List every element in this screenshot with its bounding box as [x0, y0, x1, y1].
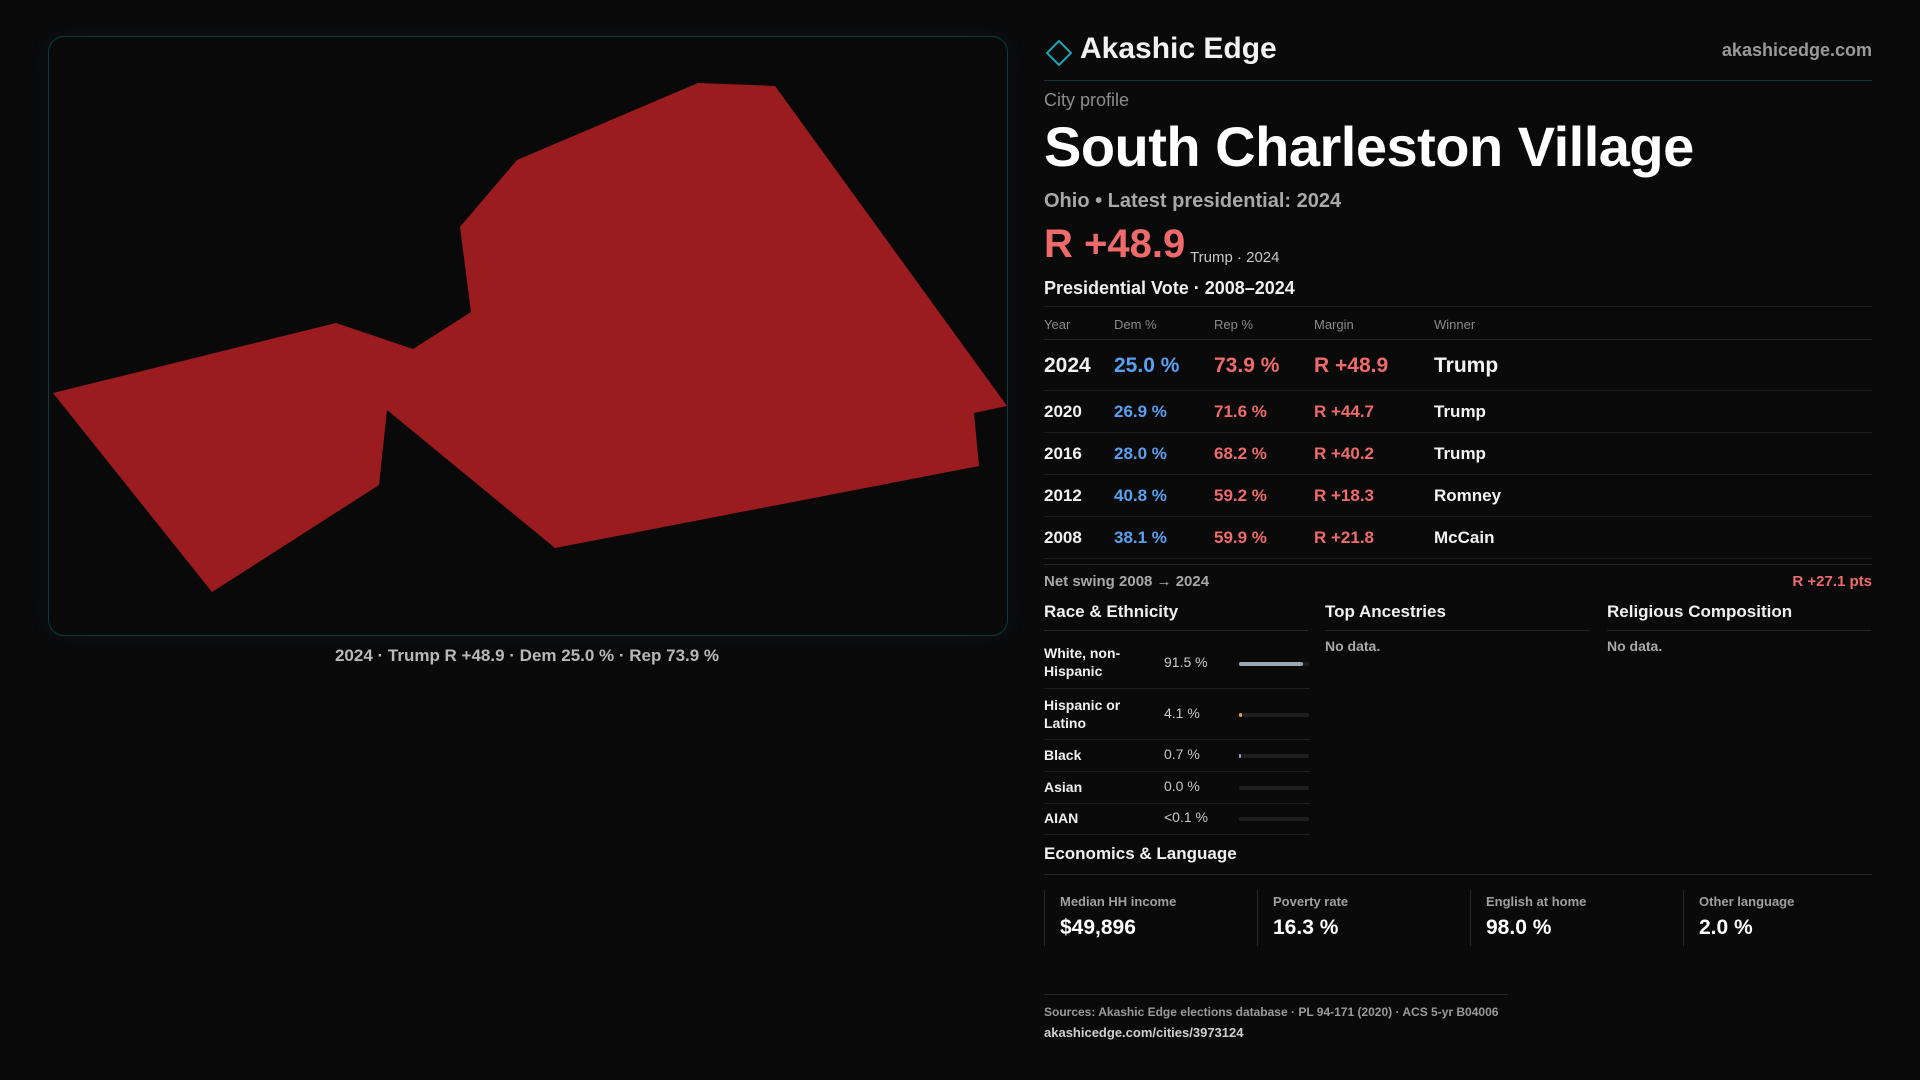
race-label: Hispanic or Latino	[1044, 697, 1121, 731]
row-winner: Trump	[1434, 444, 1486, 463]
race-bar-fill	[1239, 754, 1241, 758]
header-dem: Dem %	[1114, 317, 1157, 332]
econ-label: Other language	[1699, 894, 1795, 909]
race-value: <0.1 %	[1164, 809, 1208, 825]
row-margin: R +48.9	[1314, 354, 1389, 377]
row-rep: 68.2 %	[1214, 444, 1267, 463]
vote-table: Year Dem % Rep % Margin Winner 2024 25.0…	[1044, 306, 1872, 559]
row-winner: Trump	[1434, 402, 1486, 421]
race-bar-track	[1239, 786, 1309, 790]
row-winner: McCain	[1434, 528, 1495, 547]
brand-url[interactable]: akashicedge.com	[1721, 40, 1872, 60]
row-winner: Trump	[1434, 354, 1499, 377]
race-row: Asian 0.0 %	[1044, 772, 1310, 804]
row-dem: 38.1 %	[1114, 528, 1167, 547]
header-rep: Rep %	[1214, 317, 1254, 332]
city-boundary-map	[53, 83, 1007, 592]
latest-margin-note: Trump · 2024	[1190, 249, 1280, 266]
profile-subtitle: Ohio • Latest presidential: 2024	[1044, 190, 1342, 212]
row-dem: 25.0 %	[1114, 354, 1180, 377]
city-boundary-shape[interactable]	[53, 83, 1007, 592]
header-year: Year	[1044, 317, 1071, 332]
econ-label: Poverty rate	[1273, 894, 1349, 909]
race-title: Race & Ethnicity	[1044, 602, 1308, 631]
race-value: 4.1 %	[1164, 705, 1200, 721]
econ-card-poverty: Poverty rate 16.3 %	[1257, 890, 1462, 946]
table-row: 2016 28.0 % 68.2 % R +40.2 Trump	[1044, 433, 1872, 475]
vote-table-header: Year Dem % Rep % Margin Winner	[1044, 307, 1872, 340]
row-dem: 26.9 %	[1114, 402, 1167, 421]
ancestries-empty: No data.	[1325, 638, 1381, 654]
race-label: Asian	[1044, 779, 1083, 795]
race-row: AIAN <0.1 %	[1044, 803, 1310, 835]
economics-title: Economics & Language	[1044, 844, 1872, 875]
header-margin: Margin	[1314, 317, 1354, 332]
econ-value: 16.3 %	[1273, 916, 1339, 939]
econ-card-other-language: Other language 2.0 %	[1683, 890, 1888, 946]
row-margin: R +21.8	[1314, 528, 1375, 547]
econ-value: 98.0 %	[1486, 916, 1552, 939]
row-year: 2008	[1044, 528, 1082, 547]
sources-text: Sources: Akashic Edge elections database…	[1044, 1005, 1499, 1019]
table-row: 2012 40.8 % 59.2 % R +18.3 Romney	[1044, 475, 1872, 517]
race-value: 0.7 %	[1164, 746, 1200, 762]
religion-empty: No data.	[1607, 638, 1663, 654]
vote-table-title: Presidential Vote · 2008–2024	[1044, 278, 1295, 298]
race-row: Hispanic or Latino 4.1 %	[1044, 689, 1310, 740]
race-value: 0.0 %	[1164, 778, 1200, 794]
row-dem: 40.8 %	[1114, 486, 1167, 505]
map-panel[interactable]	[48, 36, 1008, 636]
brand-header: Akashic Edge akashicedge.com	[1044, 28, 1872, 81]
diamond-logo-icon	[1046, 40, 1072, 66]
table-row: 2020 26.9 % 71.6 % R +44.7 Trump	[1044, 391, 1872, 433]
row-margin: R +44.7	[1314, 402, 1375, 421]
ancestries-title: Top Ancestries	[1325, 602, 1589, 631]
race-bar-track	[1239, 662, 1309, 666]
race-bar-fill	[1239, 713, 1242, 717]
row-rep: 59.9 %	[1214, 528, 1267, 547]
econ-card-english: English at home 98.0 %	[1470, 890, 1675, 946]
header-winner: Winner	[1434, 317, 1476, 332]
row-margin: R +40.2	[1314, 444, 1375, 463]
net-swing-value: R +27.1 pts	[1792, 573, 1872, 590]
row-winner: Romney	[1434, 486, 1502, 505]
econ-card-income: Median HH income $49,896	[1044, 890, 1249, 946]
latest-margin: R +48.9	[1044, 222, 1186, 266]
page-url-link[interactable]: akashicedge.com/cities/3973124	[1044, 1025, 1244, 1040]
row-rep: 59.2 %	[1214, 486, 1267, 505]
row-year: 2012	[1044, 486, 1082, 505]
race-label: White, non-Hispanic	[1044, 645, 1121, 679]
profile-kicker: City profile	[1044, 90, 1130, 110]
map-caption: 2024 · Trump R +48.9 · Dem 25.0 % · Rep …	[334, 646, 720, 665]
row-year: 2020	[1044, 402, 1082, 421]
sources-footer: Sources: Akashic Edge elections database…	[1044, 994, 1508, 1040]
row-rep: 71.6 %	[1214, 402, 1267, 421]
econ-label: Median HH income	[1060, 894, 1177, 909]
race-value: 91.5 %	[1164, 654, 1208, 670]
brand-name: Akashic Edge	[1080, 32, 1277, 65]
row-margin: R +18.3	[1314, 486, 1375, 505]
race-bar-fill	[1239, 662, 1304, 666]
race-bar-track	[1239, 754, 1309, 758]
net-swing-row: Net swing 2008 → 2024 R +27.1 pts	[1044, 564, 1872, 593]
race-row: Black 0.7 %	[1044, 740, 1310, 772]
net-swing-label: Net swing 2008 → 2024	[1044, 573, 1210, 590]
econ-label: English at home	[1486, 894, 1587, 909]
table-row: 2008 38.1 % 59.9 % R +21.8 McCain	[1044, 517, 1872, 559]
row-year: 2024	[1044, 354, 1091, 377]
race-label: AIAN	[1044, 810, 1079, 826]
race-label: Black	[1044, 747, 1082, 763]
page-title: South Charleston Village	[1044, 115, 1694, 178]
race-bar-track	[1239, 817, 1309, 821]
econ-value: 2.0 %	[1699, 916, 1753, 939]
race-row: White, non-Hispanic 91.5 %	[1044, 638, 1310, 689]
row-rep: 73.9 %	[1214, 354, 1280, 377]
row-year: 2016	[1044, 444, 1082, 463]
econ-value: $49,896	[1060, 916, 1136, 939]
row-dem: 28.0 %	[1114, 444, 1167, 463]
table-row: 2024 25.0 % 73.9 % R +48.9 Trump	[1044, 340, 1872, 391]
race-bar-track	[1239, 713, 1309, 717]
religion-title: Religious Composition	[1607, 602, 1871, 631]
